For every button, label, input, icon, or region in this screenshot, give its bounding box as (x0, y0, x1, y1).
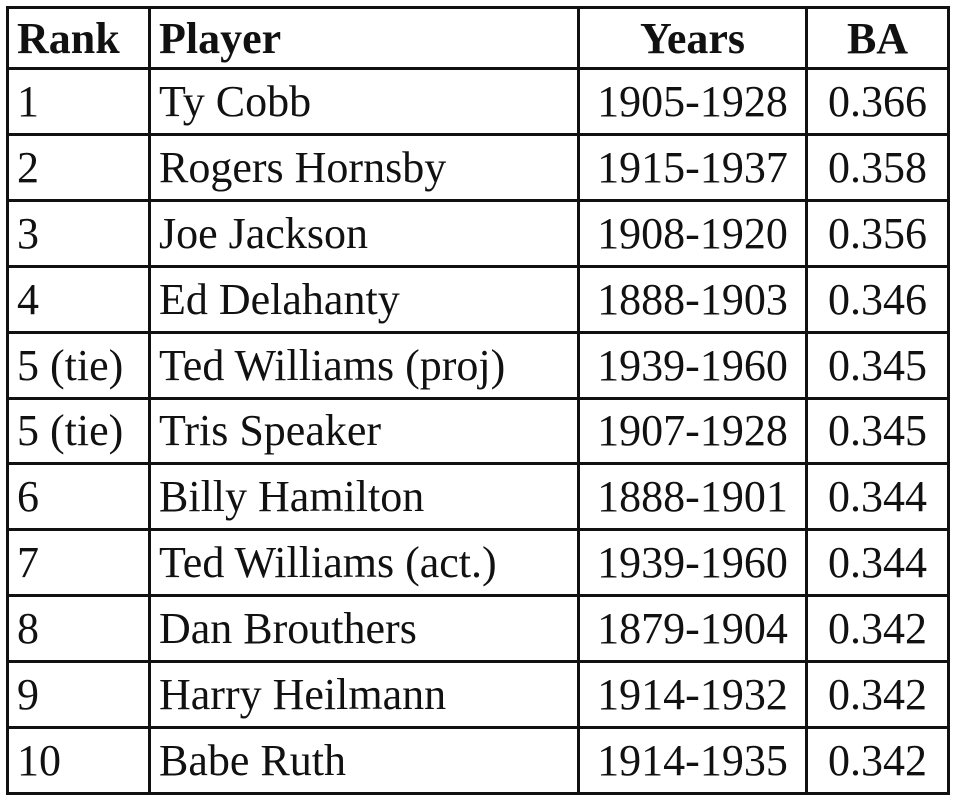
table-cell: 0.342 (805, 726, 950, 795)
table-row: 9 Harry Heilmann 1914-1932 0.342 (6, 660, 950, 730)
table-cell: Ed Delahanty (148, 264, 580, 334)
table-cell: Tris Speaker (148, 396, 580, 466)
table-cell: 1879-1904 (577, 594, 808, 664)
table-cell: Rogers Hornsby (148, 132, 580, 202)
table-cell: 4 (6, 264, 151, 334)
table-row: 8 Dan Brouthers 1879-1904 0.342 (6, 594, 950, 664)
table-row: 10 Babe Ruth 1914-1935 0.342 (6, 726, 950, 795)
table-row: 7 Ted Williams (act.) 1939-1960 0.344 (6, 528, 950, 598)
table-cell: Harry Heilmann (148, 660, 580, 730)
table-cell: 1908-1920 (577, 198, 808, 268)
table-cell: 0.344 (805, 462, 950, 532)
table-cell: 1888-1903 (577, 264, 808, 334)
table-cell: 0.345 (805, 330, 950, 400)
table-body: 1 Ty Cobb 1905-1928 0.366 2 Rogers Hornsby 191… (6, 67, 950, 795)
table-cell: Ty Cobb (148, 67, 580, 136)
table-cell: Ted Williams (proj) (148, 330, 580, 400)
table-container: Rank Player Years BA 1 Ty Cobb 1905-1928 0.366… (6, 6, 950, 795)
header-cell: BA (805, 6, 950, 70)
table-cell: 0.345 (805, 396, 950, 466)
header-row: Rank Player Years BA (6, 6, 950, 70)
header-cell: Years (577, 6, 808, 70)
batting-table: Rank Player Years BA 1 Ty Cobb 1905-1928 0.366… (6, 6, 950, 795)
table-cell: 0.342 (805, 594, 950, 664)
table-row: 2 Rogers Hornsby 1915-1937 0.358 (6, 132, 950, 202)
table-cell: 0.366 (805, 67, 950, 136)
table-cell: 1905-1928 (577, 67, 808, 136)
table-cell: 0.342 (805, 660, 950, 730)
table-cell: 0.356 (805, 198, 950, 268)
table-cell: 7 (6, 528, 151, 598)
table-cell: 1939-1960 (577, 330, 808, 400)
table-row: 3 Joe Jackson 1908-1920 0.356 (6, 198, 950, 268)
table-cell: 9 (6, 660, 151, 730)
table-cell: 5 (tie) (6, 396, 151, 466)
table-cell: 3 (6, 198, 151, 268)
table-row: 4 Ed Delahanty 1888-1903 0.346 (6, 264, 950, 334)
table-cell: Ted Williams (act.) (148, 528, 580, 598)
table-cell: 0.344 (805, 528, 950, 598)
table-row: 5 (tie) Tris Speaker 1907-1928 0.345 (6, 396, 950, 466)
header-cell: Rank (6, 6, 151, 70)
table-cell: 10 (6, 726, 151, 795)
table-row: 5 (tie) Ted Williams (proj) 1939-1960 0.345 (6, 330, 950, 400)
table-cell: 2 (6, 132, 151, 202)
table-cell: 1 (6, 67, 151, 136)
table-cell: 1915-1937 (577, 132, 808, 202)
header-cell: Player (148, 6, 580, 70)
table-cell: 1914-1935 (577, 726, 808, 795)
table-cell: 8 (6, 594, 151, 664)
table-cell: Babe Ruth (148, 726, 580, 795)
table-cell: 6 (6, 462, 151, 532)
table-cell: Billy Hamilton (148, 462, 580, 532)
table-cell: 5 (tie) (6, 330, 151, 400)
table-cell: Joe Jackson (148, 198, 580, 268)
table-cell: 1888-1901 (577, 462, 808, 532)
table-row: 1 Ty Cobb 1905-1928 0.366 (6, 67, 950, 136)
table-row: 6 Billy Hamilton 1888-1901 0.344 (6, 462, 950, 532)
table-cell: 0.346 (805, 264, 950, 334)
table-cell: 1907-1928 (577, 396, 808, 466)
table-cell: 1914-1932 (577, 660, 808, 730)
table-cell: Dan Brouthers (148, 594, 580, 664)
table-cell: 0.358 (805, 132, 950, 202)
table-cell: 1939-1960 (577, 528, 808, 598)
